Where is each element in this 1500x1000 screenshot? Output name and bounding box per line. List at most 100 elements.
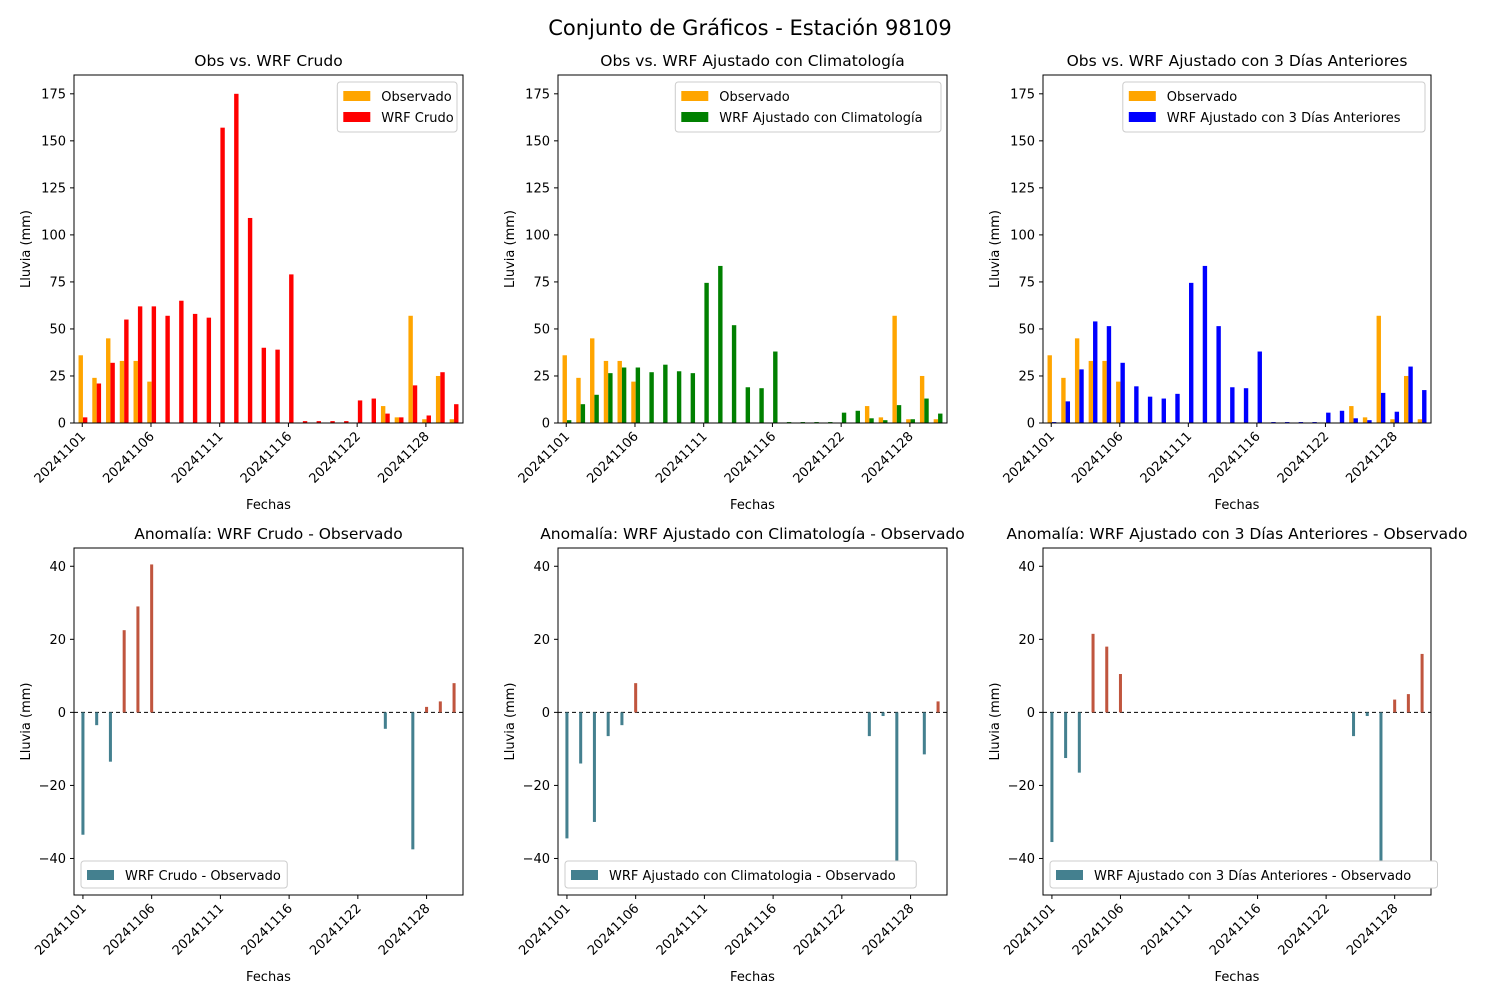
- bar-observado: [119, 360, 125, 423]
- bar-observado: [92, 377, 97, 423]
- bar-wrf_crudo: [385, 413, 390, 423]
- y-axis-label: Lluvia (mm): [988, 683, 1003, 761]
- legend-swatch: [571, 870, 598, 880]
- legend-swatch: [681, 91, 709, 101]
- bar-wrf_3dias: [1243, 388, 1249, 423]
- bar-wrf_crudo: [412, 385, 418, 423]
- legend-swatch: [681, 112, 709, 122]
- anomaly-bar-negative: [1365, 712, 1369, 717]
- bar-wrf_clim: [745, 387, 751, 423]
- y-tick-label: −40: [523, 852, 550, 867]
- y-tick-label: −20: [39, 779, 66, 794]
- bar-wrf_clim: [910, 419, 915, 423]
- y-tick-label: 150: [41, 134, 66, 149]
- y-tick-label: 40: [49, 560, 66, 575]
- y-tick-label: −40: [39, 852, 66, 867]
- x-tick-label: 20241116: [722, 429, 779, 486]
- bar-wrf_clim: [635, 367, 641, 423]
- bar-wrf_3dias: [1367, 420, 1372, 423]
- y-tick-label: 40: [533, 560, 550, 575]
- y-tick-label: 20: [49, 633, 66, 648]
- y-tick-label: 175: [41, 87, 66, 102]
- bar-wrf_3dias: [1257, 351, 1262, 423]
- y-tick-label: 100: [41, 228, 66, 243]
- legend: WRF Ajustado con Climatologia - Observad…: [564, 860, 917, 889]
- anomaly-bar-positive: [1091, 633, 1095, 713]
- y-axis-label: Lluvia (mm): [503, 683, 518, 761]
- bar-wrf_clim: [869, 418, 874, 423]
- chart-panel-4: Anomalía: WRF Crudo - Observado −40 −20 0 20…: [19, 525, 464, 985]
- x-tick-label: 20241106: [101, 901, 158, 958]
- x-tick-label: 20241106: [584, 429, 641, 486]
- y-tick-label: 0: [542, 417, 550, 432]
- legend-label: Observado: [719, 90, 790, 105]
- anomaly-bar-negative: [1352, 712, 1356, 737]
- y-tick-label: −20: [1008, 779, 1035, 794]
- anomaly-bar-negative: [1050, 712, 1054, 843]
- bar-observado: [1102, 360, 1107, 423]
- bar-observado: [1047, 355, 1052, 423]
- plot-frame: [1042, 547, 1432, 896]
- x-tick-label: 20241128: [375, 429, 432, 486]
- x-axis-label: Fechas: [246, 970, 291, 985]
- x-axis-label: Fechas: [730, 498, 775, 513]
- bar-wrf_3dias: [1422, 390, 1427, 423]
- legend: Observado WRF Ajustado con 3 Días Anterio…: [1122, 81, 1426, 133]
- anomaly-bar-negative: [592, 712, 596, 822]
- chart-panel-6: Anomalía: WRF Ajustado con 3 Días Anteri…: [988, 525, 1467, 985]
- bar-wrf_clim: [649, 372, 654, 423]
- anomaly-bar-negative: [867, 712, 871, 737]
- y-tick-label: 75: [1018, 275, 1035, 290]
- x-tick-label: 20241122: [791, 429, 848, 486]
- bar-wrf_3dias: [1147, 396, 1153, 423]
- bar-observado: [408, 315, 413, 423]
- bar-observado: [106, 338, 111, 423]
- bar-observado: [1074, 338, 1080, 423]
- bar-observado: [1417, 419, 1423, 423]
- anomaly-bar-negative: [620, 712, 624, 726]
- x-tick-label: 20241116: [239, 901, 296, 958]
- y-tick-label: 20: [533, 633, 550, 648]
- bar-wrf_clim: [883, 420, 888, 423]
- legend-box: [674, 81, 942, 133]
- x-tick-label: 20241106: [585, 901, 642, 958]
- bar-wrf_crudo: [110, 362, 115, 423]
- bar-wrf_crudo: [96, 383, 102, 423]
- y-tick-label: 50: [1018, 322, 1035, 337]
- bar-wrf_clim: [608, 373, 613, 423]
- bar-wrf_3dias: [1216, 326, 1221, 423]
- y-axis-label: Lluvia (mm): [988, 210, 1003, 288]
- y-tick-label: 125: [1010, 181, 1035, 196]
- bar-wrf_clim: [924, 398, 929, 423]
- legend-label: WRF Crudo - Observado: [125, 869, 281, 884]
- x-axis-label: Fechas: [246, 498, 291, 513]
- x-tick-label: 20241111: [654, 901, 711, 958]
- anomaly-bar-negative: [579, 712, 583, 764]
- bar-observado: [919, 375, 925, 423]
- bar-observado: [78, 355, 83, 423]
- y-tick-label: 75: [49, 275, 66, 290]
- bar-wrf_clim: [773, 351, 778, 423]
- x-tick-label: 20241128: [1343, 429, 1400, 486]
- bar-observado: [435, 375, 441, 423]
- anomaly-bar-positive: [1406, 694, 1410, 713]
- y-tick-label: 0: [1027, 706, 1035, 721]
- y-tick-label: 0: [542, 706, 550, 721]
- figure-title: Conjunto de Gráficos - Estación 98109: [548, 16, 952, 40]
- bar-wrf_3dias: [1134, 386, 1139, 423]
- bar-observado: [590, 338, 595, 423]
- legend-swatch: [87, 870, 114, 880]
- bar-observado: [1376, 315, 1381, 423]
- bar-wrf_3dias: [1093, 321, 1098, 423]
- x-tick-label: 20241122: [1275, 429, 1332, 486]
- legend-box: [1122, 81, 1426, 133]
- bar-wrf_clim: [855, 410, 860, 423]
- anomaly-bar-positive: [150, 564, 154, 713]
- x-tick-label: 20241128: [859, 429, 916, 486]
- bar-observado: [1390, 419, 1395, 423]
- x-tick-label: 20241122: [307, 429, 364, 486]
- legend-swatch: [1056, 870, 1083, 880]
- legend: WRF Ajustado con 3 Días Anteriores - Obs…: [1049, 860, 1438, 889]
- plot-frame: [557, 547, 948, 896]
